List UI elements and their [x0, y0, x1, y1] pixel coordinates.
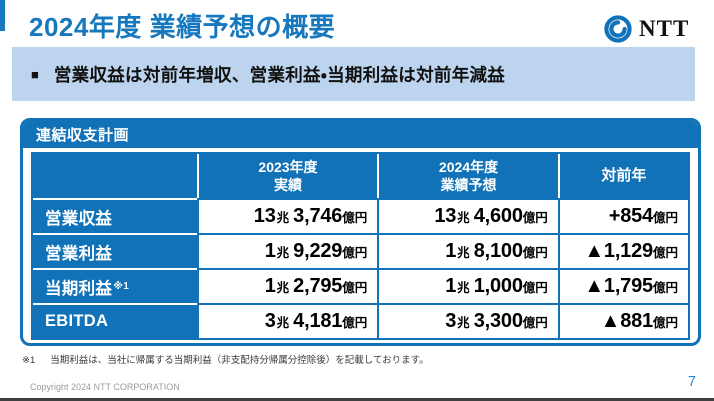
- table-header-empty: [33, 154, 197, 198]
- ntt-dynamic-loop-icon: [604, 15, 632, 43]
- title-accent-bar: [0, 0, 5, 31]
- value-net-income-yoy: ▲1,795億円: [559, 270, 688, 303]
- row-label-operating-profit: 営業利益: [33, 235, 197, 268]
- key-message-text: 営業収益は対前年増収、営業利益・当期利益は対前年減益: [53, 64, 506, 85]
- table-header-fy2024: 2024年度 業績予想: [379, 154, 558, 198]
- value-operating-profit-fy2024: 1兆 8,100億円: [379, 235, 558, 268]
- footnote: ※1 当期利益は、当社に帰属する当期利益（非支配持分帰属分控除後）を記載しておりま…: [22, 352, 429, 366]
- row-label-ebitda: EBITDA: [33, 305, 197, 338]
- consolidated-plan-panel: 連結収支計画 2023年度 実績 2024年度 業績予想 対前年 営業収益 13…: [20, 118, 701, 346]
- copyright-text: Copyright 2024 NTT CORPORATION: [30, 382, 180, 392]
- value-operating-revenues-fy2023: 13兆 3,746億円: [198, 200, 378, 233]
- footnote-text: 当期利益は、当社に帰属する当期利益（非支配持分帰属分控除後）を記載しております。: [50, 355, 429, 366]
- value-net-income-fy2023: 1兆 2,795億円: [198, 270, 378, 303]
- ntt-logo-text: NTT: [639, 16, 690, 41]
- financial-table: 2023年度 実績 2024年度 業績予想 対前年 営業収益 13兆 3,746億…: [31, 152, 690, 340]
- value-net-income-fy2024: 1兆 1,000億円: [379, 270, 558, 303]
- value-operating-profit-yoy: ▲1,129億円: [559, 235, 688, 268]
- table-header-yoy: 対前年: [559, 154, 688, 198]
- panel-title: 連結収支計画: [23, 121, 698, 148]
- value-operating-profit-fy2023: 1兆 9,229億円: [198, 235, 378, 268]
- page-number: 7: [687, 374, 696, 390]
- footnote-marker: ※1: [22, 355, 36, 366]
- value-ebitda-yoy: ▲881億円: [559, 305, 688, 338]
- bottom-edge-bar: [0, 398, 714, 401]
- value-operating-revenues-yoy: +854億円: [559, 200, 688, 233]
- row-label-net-income: 当期利益 ※1: [33, 270, 197, 303]
- row-label-operating-revenues: 営業収益: [33, 200, 197, 233]
- table-header-fy2023: 2023年度 実績: [198, 154, 378, 198]
- value-ebitda-fy2024: 3兆 3,300億円: [379, 305, 558, 338]
- value-operating-revenues-fy2024: 13兆 4,600億円: [379, 200, 558, 233]
- square-bullet-icon: ■: [31, 66, 39, 82]
- value-ebitda-fy2023: 3兆 4,181億円: [198, 305, 378, 338]
- ntt-logo: NTT: [604, 15, 689, 43]
- key-message-banner: ■ 営業収益は対前年増収、営業利益・当期利益は対前年減益: [12, 47, 695, 101]
- page-title: 2024年度 業績予想の概要: [29, 12, 336, 42]
